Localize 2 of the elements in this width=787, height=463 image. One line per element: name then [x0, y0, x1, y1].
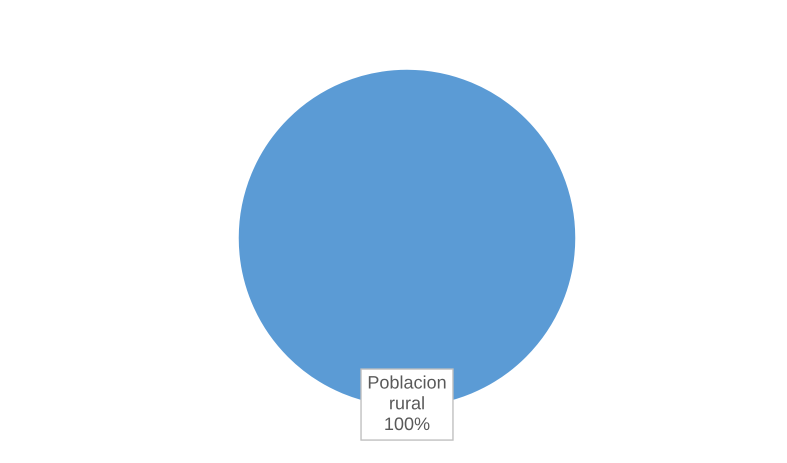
data-label: 100%: [385, 417, 430, 430]
slice-label: Poblacion rural: [368, 375, 446, 410]
